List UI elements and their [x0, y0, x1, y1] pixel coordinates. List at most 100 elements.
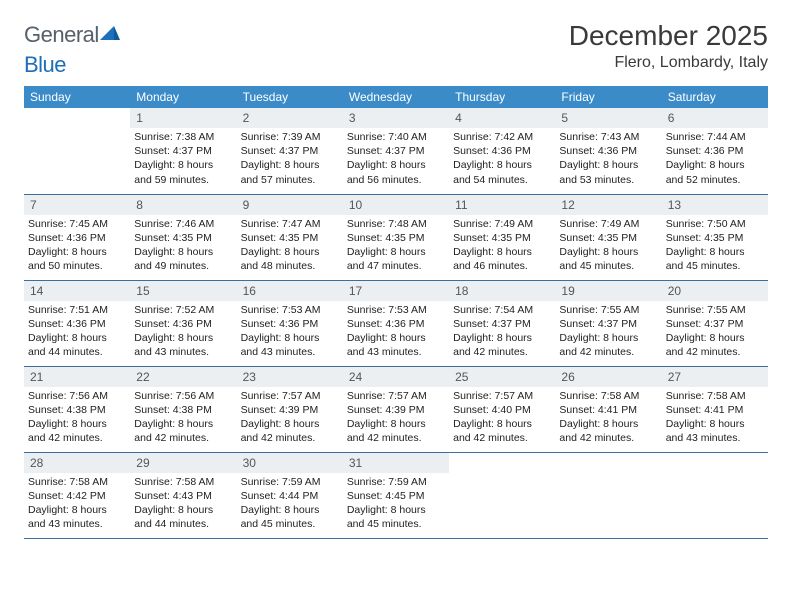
- day-details: Sunrise: 7:59 AMSunset: 4:44 PMDaylight:…: [237, 473, 343, 536]
- day-detail-line: and 42 minutes.: [666, 345, 764, 359]
- header: GeneralBlue December 2025 Flero, Lombard…: [24, 20, 768, 78]
- day-detail-line: Sunrise: 7:38 AM: [134, 130, 232, 144]
- day-detail-line: Sunrise: 7:55 AM: [559, 303, 657, 317]
- calendar-day-cell: 30Sunrise: 7:59 AMSunset: 4:44 PMDayligh…: [237, 452, 343, 538]
- day-detail-line: Daylight: 8 hours: [28, 503, 126, 517]
- day-detail-line: and 48 minutes.: [241, 259, 339, 273]
- day-detail-line: Sunset: 4:37 PM: [134, 144, 232, 158]
- day-detail-line: Daylight: 8 hours: [453, 245, 551, 259]
- day-number: 12: [555, 195, 661, 215]
- day-detail-line: Daylight: 8 hours: [666, 245, 764, 259]
- day-detail-line: Daylight: 8 hours: [134, 158, 232, 172]
- day-detail-line: Daylight: 8 hours: [559, 331, 657, 345]
- day-detail-line: Sunrise: 7:47 AM: [241, 217, 339, 231]
- calendar-day-cell: 18Sunrise: 7:54 AMSunset: 4:37 PMDayligh…: [449, 280, 555, 366]
- calendar-day-cell: 17Sunrise: 7:53 AMSunset: 4:36 PMDayligh…: [343, 280, 449, 366]
- day-detail-line: Sunset: 4:38 PM: [134, 403, 232, 417]
- day-details: Sunrise: 7:39 AMSunset: 4:37 PMDaylight:…: [237, 128, 343, 191]
- day-detail-line: and 43 minutes.: [666, 431, 764, 445]
- calendar-week-row: 14Sunrise: 7:51 AMSunset: 4:36 PMDayligh…: [24, 280, 768, 366]
- day-details: Sunrise: 7:55 AMSunset: 4:37 PMDaylight:…: [662, 301, 768, 364]
- calendar-week-row: 21Sunrise: 7:56 AMSunset: 4:38 PMDayligh…: [24, 366, 768, 452]
- day-detail-line: Daylight: 8 hours: [241, 331, 339, 345]
- day-detail-line: Daylight: 8 hours: [453, 158, 551, 172]
- weekday-header: Thursday: [449, 86, 555, 108]
- day-detail-line: and 56 minutes.: [347, 173, 445, 187]
- day-number: 23: [237, 367, 343, 387]
- day-detail-line: and 42 minutes.: [453, 345, 551, 359]
- day-detail-line: and 49 minutes.: [134, 259, 232, 273]
- day-details: Sunrise: 7:50 AMSunset: 4:35 PMDaylight:…: [662, 215, 768, 278]
- day-number: 27: [662, 367, 768, 387]
- day-number: 15: [130, 281, 236, 301]
- day-number: 30: [237, 453, 343, 473]
- day-detail-line: and 50 minutes.: [28, 259, 126, 273]
- day-detail-line: Daylight: 8 hours: [347, 158, 445, 172]
- day-detail-line: Sunset: 4:37 PM: [347, 144, 445, 158]
- calendar-day-cell: 6Sunrise: 7:44 AMSunset: 4:36 PMDaylight…: [662, 108, 768, 194]
- day-detail-line: Daylight: 8 hours: [28, 417, 126, 431]
- calendar-day-cell: [662, 452, 768, 538]
- day-detail-line: and 42 minutes.: [347, 431, 445, 445]
- calendar-day-cell: 21Sunrise: 7:56 AMSunset: 4:38 PMDayligh…: [24, 366, 130, 452]
- calendar-day-cell: 1Sunrise: 7:38 AMSunset: 4:37 PMDaylight…: [130, 108, 236, 194]
- day-number: 4: [449, 108, 555, 128]
- day-detail-line: Sunset: 4:41 PM: [666, 403, 764, 417]
- day-detail-line: Sunset: 4:38 PM: [28, 403, 126, 417]
- day-number: 6: [662, 108, 768, 128]
- day-detail-line: Sunrise: 7:53 AM: [347, 303, 445, 317]
- day-detail-line: Sunrise: 7:49 AM: [559, 217, 657, 231]
- day-number: 21: [24, 367, 130, 387]
- day-details: Sunrise: 7:58 AMSunset: 4:43 PMDaylight:…: [130, 473, 236, 536]
- weekday-header: Tuesday: [237, 86, 343, 108]
- calendar-day-cell: 2Sunrise: 7:39 AMSunset: 4:37 PMDaylight…: [237, 108, 343, 194]
- day-details: Sunrise: 7:46 AMSunset: 4:35 PMDaylight:…: [130, 215, 236, 278]
- calendar-day-cell: 19Sunrise: 7:55 AMSunset: 4:37 PMDayligh…: [555, 280, 661, 366]
- day-detail-line: Sunset: 4:40 PM: [453, 403, 551, 417]
- day-detail-line: Daylight: 8 hours: [559, 245, 657, 259]
- day-details: Sunrise: 7:57 AMSunset: 4:39 PMDaylight:…: [343, 387, 449, 450]
- day-detail-line: Daylight: 8 hours: [28, 331, 126, 345]
- day-number: 9: [237, 195, 343, 215]
- day-detail-line: and 43 minutes.: [134, 345, 232, 359]
- day-details: Sunrise: 7:58 AMSunset: 4:41 PMDaylight:…: [555, 387, 661, 450]
- day-detail-line: Sunset: 4:35 PM: [134, 231, 232, 245]
- day-detail-line: Sunset: 4:36 PM: [347, 317, 445, 331]
- day-detail-line: Sunrise: 7:48 AM: [347, 217, 445, 231]
- day-detail-line: and 44 minutes.: [134, 517, 232, 531]
- brand-sail-icon: [100, 20, 120, 46]
- day-number: 16: [237, 281, 343, 301]
- calendar-day-cell: [449, 452, 555, 538]
- calendar-day-cell: 3Sunrise: 7:40 AMSunset: 4:37 PMDaylight…: [343, 108, 449, 194]
- day-number: 19: [555, 281, 661, 301]
- calendar-day-cell: 14Sunrise: 7:51 AMSunset: 4:36 PMDayligh…: [24, 280, 130, 366]
- day-detail-line: Daylight: 8 hours: [666, 417, 764, 431]
- calendar-day-cell: 24Sunrise: 7:57 AMSunset: 4:39 PMDayligh…: [343, 366, 449, 452]
- day-detail-line: and 43 minutes.: [241, 345, 339, 359]
- day-number: 10: [343, 195, 449, 215]
- day-detail-line: and 45 minutes.: [241, 517, 339, 531]
- day-detail-line: and 45 minutes.: [666, 259, 764, 273]
- day-number: 26: [555, 367, 661, 387]
- day-number: 8: [130, 195, 236, 215]
- day-detail-line: and 53 minutes.: [559, 173, 657, 187]
- day-detail-line: and 54 minutes.: [453, 173, 551, 187]
- day-detail-line: Sunrise: 7:58 AM: [134, 475, 232, 489]
- day-detail-line: Sunrise: 7:58 AM: [559, 389, 657, 403]
- calendar-day-cell: 13Sunrise: 7:50 AMSunset: 4:35 PMDayligh…: [662, 194, 768, 280]
- day-detail-line: Sunrise: 7:45 AM: [28, 217, 126, 231]
- day-detail-line: and 43 minutes.: [28, 517, 126, 531]
- day-detail-line: and 47 minutes.: [347, 259, 445, 273]
- weekday-header: Sunday: [24, 86, 130, 108]
- day-detail-line: Daylight: 8 hours: [134, 331, 232, 345]
- month-title: December 2025: [569, 20, 768, 52]
- brand-part2: Blue: [24, 52, 66, 77]
- day-detail-line: Sunrise: 7:52 AM: [134, 303, 232, 317]
- day-detail-line: Sunset: 4:35 PM: [347, 231, 445, 245]
- day-detail-line: Sunset: 4:37 PM: [666, 317, 764, 331]
- day-detail-line: Daylight: 8 hours: [241, 158, 339, 172]
- day-details: Sunrise: 7:57 AMSunset: 4:40 PMDaylight:…: [449, 387, 555, 450]
- calendar-day-cell: 11Sunrise: 7:49 AMSunset: 4:35 PMDayligh…: [449, 194, 555, 280]
- calendar-day-cell: 26Sunrise: 7:58 AMSunset: 4:41 PMDayligh…: [555, 366, 661, 452]
- calendar-day-cell: 22Sunrise: 7:56 AMSunset: 4:38 PMDayligh…: [130, 366, 236, 452]
